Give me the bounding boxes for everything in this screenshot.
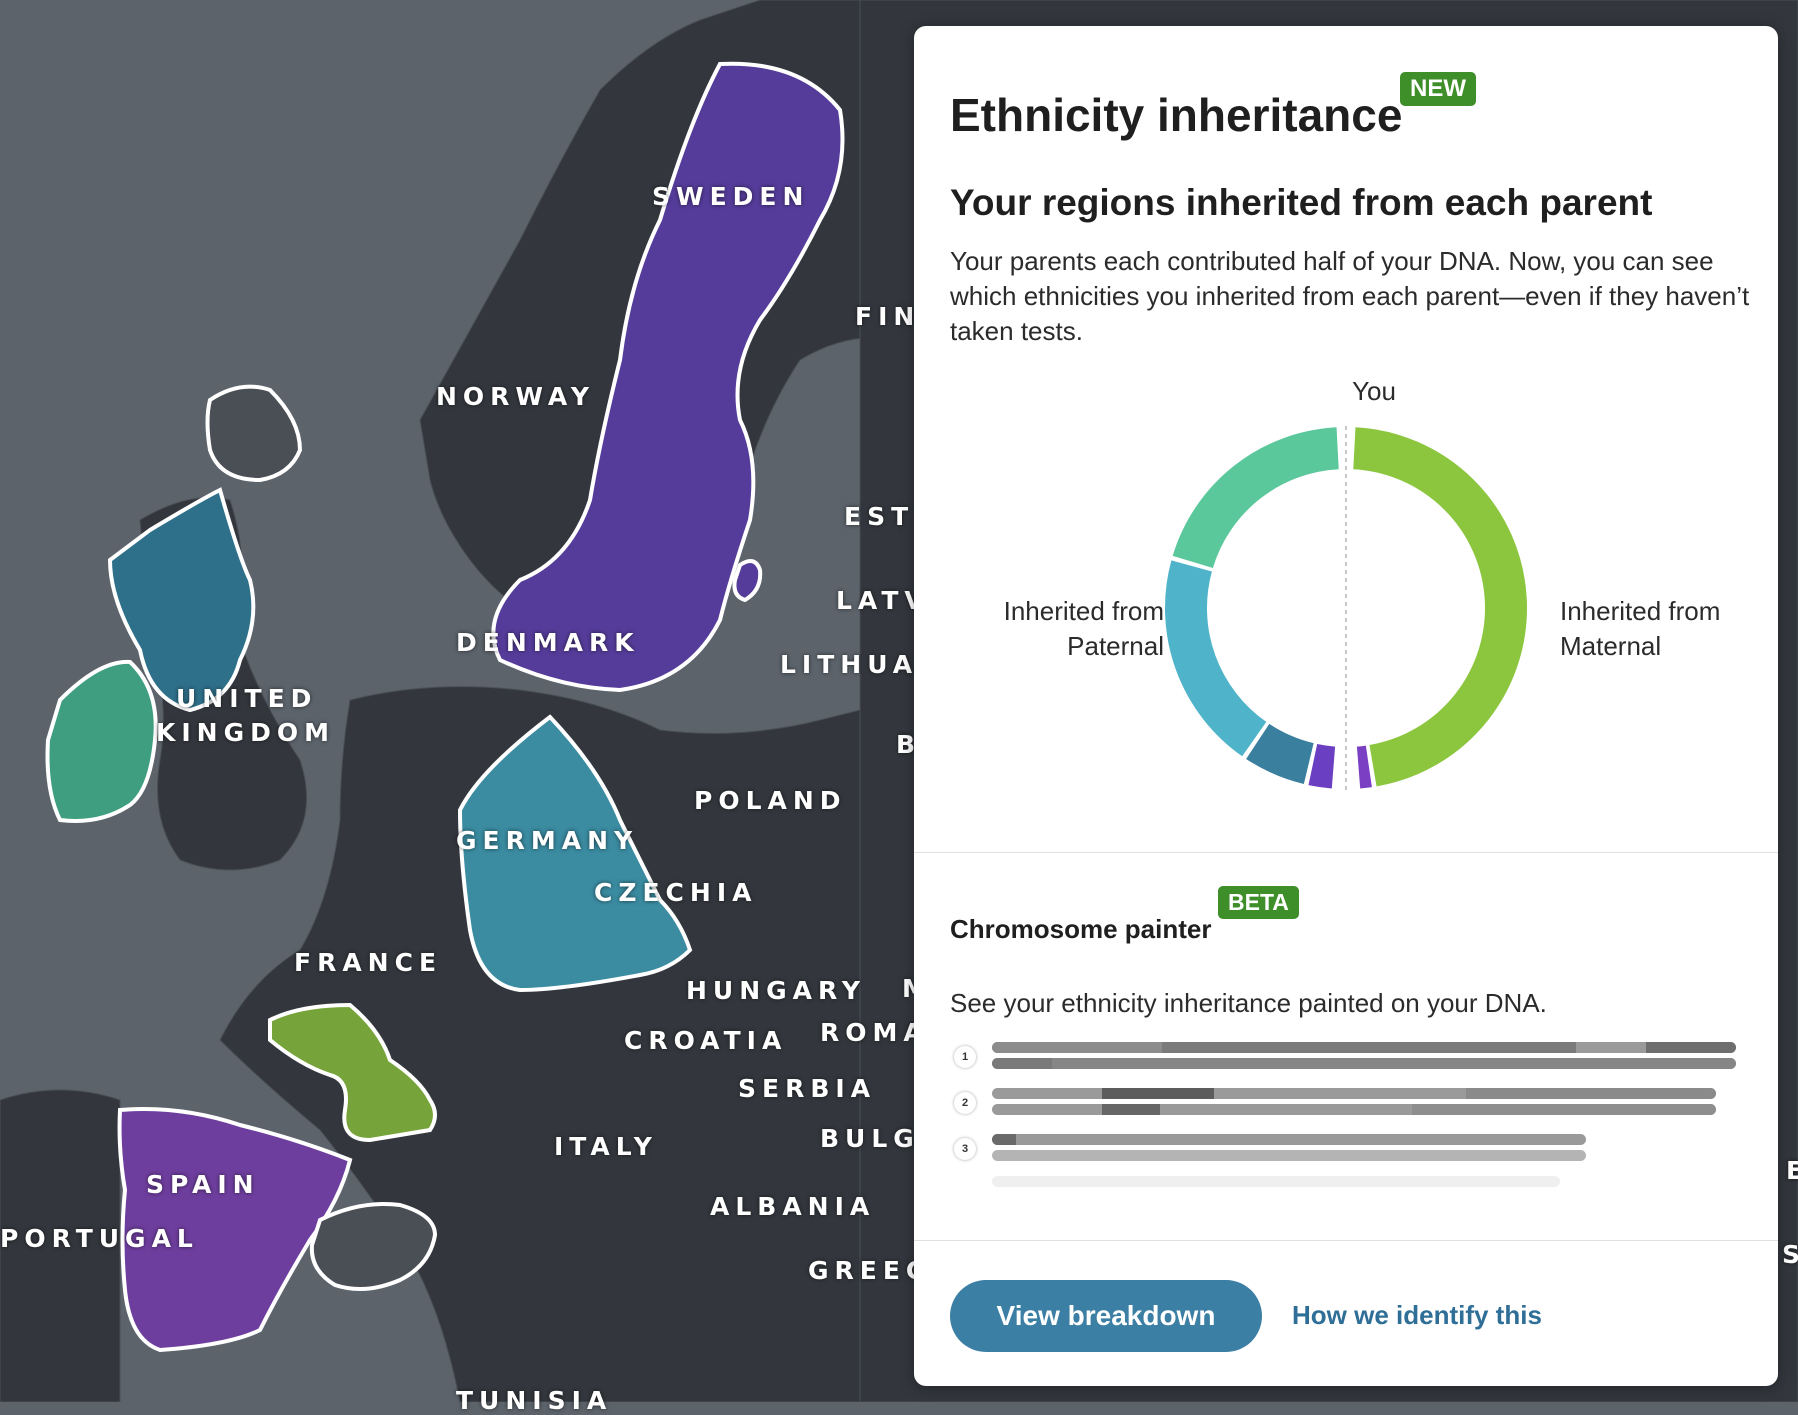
how-we-identify-link[interactable]: How we identify this	[1292, 1300, 1542, 1330]
region-uk[interactable]	[107, 487, 256, 713]
you-label: You	[1352, 376, 1396, 406]
chromosome-number: 1	[954, 1046, 976, 1068]
section-divider	[914, 852, 1778, 853]
label-greece: GREEC	[808, 1256, 931, 1285]
inheritance-donut-chart[interactable]	[1164, 426, 1528, 790]
label-kingdom: KINGDOM	[156, 718, 335, 747]
maternal-label: Inherited from Maternal	[1560, 596, 1721, 661]
label-romania: ROMA	[820, 1018, 929, 1047]
region-shetland	[205, 384, 303, 483]
label-norway: NORWAY	[436, 382, 595, 411]
label-germany: GERMANY	[456, 826, 639, 855]
chromosome-bar-top	[992, 1088, 1716, 1099]
label-estonia: EST	[844, 502, 915, 531]
region-spain[interactable]	[117, 1107, 353, 1353]
panel-subtitle: Your regions inherited from each parent	[950, 182, 1653, 223]
region-gotland	[732, 559, 763, 603]
label-portugal: PORTUGAL	[0, 1224, 199, 1253]
region-balearic	[309, 1202, 438, 1291]
chromosome-bar-top	[992, 1042, 1736, 1053]
beta-badge: BETA	[1218, 886, 1299, 919]
ethnicity-inheritance-panel: Ethnicity inheritance NEW Your regions i…	[914, 26, 1778, 1386]
label-e: E	[1786, 1156, 1798, 1185]
label-france: FRANCE	[294, 948, 443, 977]
label-hungary: HUNGARY	[686, 976, 867, 1005]
view-breakdown-button[interactable]: View breakdown	[950, 1280, 1262, 1352]
region-france[interactable]	[268, 1002, 437, 1143]
label-tunisia: TUNISIA	[456, 1386, 613, 1415]
chromosome-painter-description: See your ethnicity inheritance painted o…	[950, 988, 1547, 1018]
label-s: S	[1782, 1240, 1798, 1269]
label-spain: SPAIN	[146, 1170, 260, 1199]
chromosome-painter-title: Chromosome painter	[950, 914, 1212, 944]
label-czechia: CZECHIA	[594, 878, 758, 907]
label-united: UNITED	[176, 684, 318, 713]
chromosome-number: 3	[954, 1138, 976, 1160]
new-badge: NEW	[1400, 72, 1476, 106]
label-serbia: SERBIA	[738, 1074, 877, 1103]
label-bulgaria: BULG	[820, 1124, 920, 1153]
chromosome-bar-bottom	[992, 1104, 1716, 1115]
chromosome-row-faded	[954, 1172, 1744, 1208]
panel-title: Ethnicity inheritance	[950, 89, 1403, 141]
chromosome-number: 2	[954, 1092, 976, 1114]
label-sweden: SWEDEN	[652, 182, 810, 211]
donut-paternal-segment[interactable]	[1246, 723, 1315, 785]
label-belarus: B	[896, 730, 922, 759]
donut-maternal-segment[interactable]	[1353, 427, 1527, 787]
region-sweden[interactable]	[491, 61, 845, 693]
chromosome-bar-bottom	[992, 1058, 1736, 1069]
label-poland: POLAND	[694, 786, 847, 815]
label-finland: FIN	[855, 302, 921, 331]
chromosome-bar-top	[992, 1134, 1586, 1145]
paternal-label: Inherited from Paternal	[1003, 596, 1164, 661]
chromosome-row[interactable]: 3	[954, 1134, 1744, 1170]
label-latvia: LATV	[836, 586, 930, 615]
chromosome-row[interactable]: 1	[954, 1042, 1744, 1078]
label-lithuania: LITHUA	[780, 650, 919, 679]
label-denmark: DENMARK	[456, 628, 640, 657]
donut-maternal-segment[interactable]	[1356, 745, 1372, 789]
footer-divider	[914, 1240, 1778, 1241]
label-croatia: CROATIA	[624, 1026, 788, 1055]
chromosome-bar-top	[992, 1176, 1560, 1187]
donut-paternal-segment[interactable]	[1165, 560, 1267, 757]
chromosome-row[interactable]: 2	[954, 1088, 1744, 1124]
donut-paternal-segment[interactable]	[1308, 743, 1336, 789]
label-albania: ALBANIA	[710, 1192, 876, 1221]
chromosome-bar-bottom	[992, 1150, 1586, 1161]
donut-paternal-segment[interactable]	[1172, 427, 1340, 569]
panel-description: Your parents each contributed half of yo…	[950, 246, 1750, 346]
region-ireland[interactable]	[45, 659, 158, 823]
label-italy: ITALY	[554, 1132, 658, 1161]
region-germany[interactable]	[457, 714, 693, 993]
